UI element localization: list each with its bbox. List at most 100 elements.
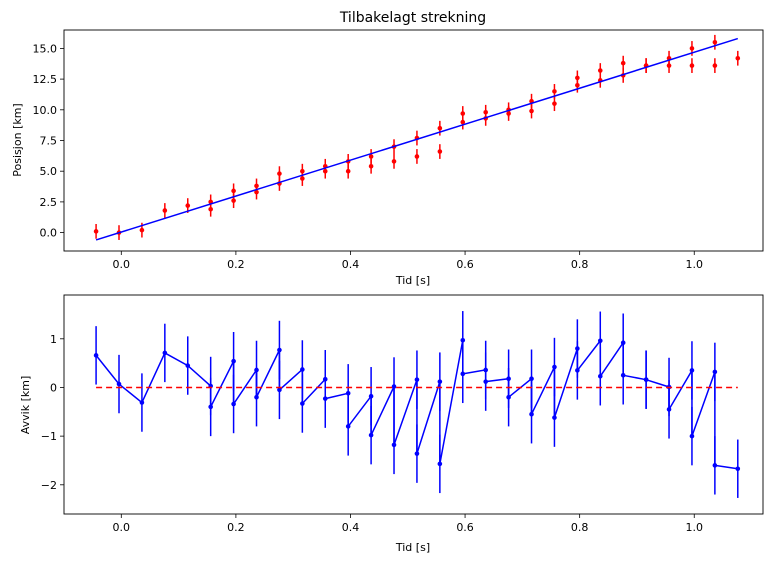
data-point <box>689 46 695 51</box>
data-point <box>552 101 557 106</box>
y-axis-label: Avvik [km] <box>19 376 32 435</box>
data-point <box>666 63 672 68</box>
chart-title: Tilbakelagt strekning <box>339 10 486 26</box>
data-point <box>185 363 191 368</box>
data-point <box>712 63 718 68</box>
data-point <box>185 203 191 208</box>
data-point <box>483 379 488 384</box>
y-tick-label: 7.5 <box>40 135 58 148</box>
data-point <box>208 206 213 212</box>
y-tick-label: 10.0 <box>33 104 58 117</box>
x-tick-label: 0.6 <box>456 258 474 271</box>
data-point <box>506 111 511 116</box>
data-point <box>575 368 580 373</box>
data-point <box>735 55 741 61</box>
y-tick-label: 15.0 <box>33 42 58 55</box>
data-point <box>460 119 466 125</box>
data-point <box>620 340 626 345</box>
data-point <box>712 39 718 45</box>
x-tick-label: 1.0 <box>685 521 703 534</box>
data-point <box>414 451 420 456</box>
data-point <box>437 125 443 131</box>
data-point <box>139 227 145 233</box>
x-tick-label: 0.6 <box>456 521 474 534</box>
data-point <box>277 171 282 176</box>
data-point <box>735 466 741 472</box>
data-point <box>162 350 168 356</box>
x-tick-label: 0.4 <box>342 258 360 271</box>
data-point <box>620 373 626 378</box>
data-point <box>689 433 695 439</box>
data-point <box>414 377 420 382</box>
data-point <box>643 377 649 382</box>
position-chart: Tilbakelagt strekning 0.0 0.2 0.4 0.6 0.8 1.0… <box>11 10 764 287</box>
data-point <box>368 154 374 159</box>
y-tick-label: 0.0 <box>40 227 58 240</box>
y-axis-label: Posisjon [km] <box>11 103 24 176</box>
data-point <box>345 168 351 174</box>
y-tick-label: 0 <box>50 381 57 394</box>
x-tick-label: 0.4 <box>342 521 360 534</box>
deviation-plot-area: 0.0 0.2 0.4 0.6 0.8 1.0 −2 −1 0 1 <box>41 294 764 534</box>
x-tick-label: 0.8 <box>571 521 589 534</box>
y-tick-label: 2.5 <box>40 196 58 209</box>
data-point <box>231 401 236 407</box>
y-tick-label: 5.0 <box>40 165 58 178</box>
data-point <box>300 176 305 181</box>
x-axis-label: Tid [s] <box>395 541 430 554</box>
data-point <box>391 159 397 164</box>
data-point <box>368 432 374 438</box>
deviation-chart: 0.0 0.2 0.4 0.6 0.8 1.0 −2 −1 0 1 Tid [s] Avvik [… <box>19 294 764 554</box>
data-point <box>712 369 718 375</box>
y-tick-label: 1 <box>50 333 57 346</box>
data-point <box>437 149 443 154</box>
data-point <box>597 373 603 379</box>
data-point <box>529 108 534 114</box>
data-point <box>529 411 534 417</box>
data-point <box>552 89 557 94</box>
data-point <box>139 400 145 405</box>
data-point <box>460 337 466 343</box>
x-tick-label: 0.8 <box>571 258 589 271</box>
y-tick-label: −1 <box>41 430 57 443</box>
data-point <box>460 111 466 116</box>
data-point <box>620 60 626 66</box>
x-tick-label: 1.0 <box>685 258 703 271</box>
data-point <box>231 198 236 203</box>
x-tick-label: 0.2 <box>227 521 245 534</box>
data-point <box>552 415 557 420</box>
x-tick-label: 0.2 <box>227 258 245 271</box>
data-point <box>254 394 259 400</box>
data-point <box>162 208 168 213</box>
data-point <box>322 168 328 174</box>
data-point <box>437 461 443 467</box>
data-point <box>597 338 603 344</box>
position-plot-area: 0.0 0.2 0.4 0.6 0.8 1.0 0.0 2.5 5.0 7.5 10.0 12.5 15… <box>33 29 764 271</box>
y-tick-label: 12.5 <box>33 73 58 86</box>
data-point <box>597 68 603 73</box>
data-point <box>368 163 374 169</box>
data-point <box>322 396 328 401</box>
data-point <box>277 387 282 393</box>
x-tick-label: 0.0 <box>113 258 131 271</box>
data-point <box>437 379 443 384</box>
data-point <box>575 82 580 88</box>
data-point <box>93 353 99 358</box>
data-point <box>300 401 305 406</box>
data-point <box>529 376 534 382</box>
data-point <box>208 404 213 410</box>
y-tick-label: −2 <box>41 479 57 492</box>
fit-line <box>95 37 739 241</box>
data-point <box>666 407 672 412</box>
data-point <box>391 442 397 448</box>
data-point <box>712 463 718 468</box>
data-point <box>506 394 511 400</box>
x-tick-label: 0.0 <box>113 521 131 534</box>
data-point <box>368 393 374 399</box>
x-axis-label: Tid [s] <box>395 274 430 287</box>
data-point <box>93 229 99 234</box>
data-point <box>414 154 420 159</box>
data-point <box>689 63 695 68</box>
data-point <box>116 381 122 387</box>
data-point <box>277 347 282 353</box>
